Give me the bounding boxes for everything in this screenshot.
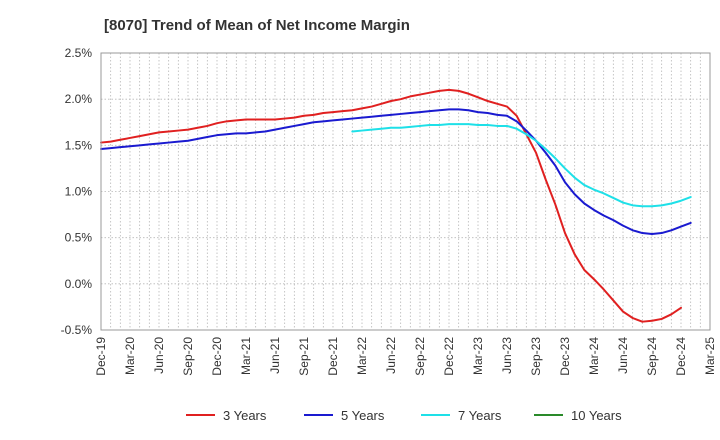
x-tick-label: Dec-22 bbox=[442, 337, 456, 376]
legend-item-10-years: 10 Years bbox=[534, 408, 622, 423]
y-axis-ticks: 2.5% 2.0% 1.5% 1.0% 0.5% 0.0% -0.5% bbox=[61, 46, 93, 337]
x-tick-label: Jun-24 bbox=[616, 337, 630, 374]
legend-label: 10 Years bbox=[571, 408, 622, 423]
series-line-3-years bbox=[100, 88, 682, 323]
y-tick-label: -0.5% bbox=[61, 323, 93, 337]
x-tick-label: Jun-20 bbox=[152, 337, 166, 374]
y-tick-label: 1.5% bbox=[65, 138, 93, 152]
x-tick-label: Dec-24 bbox=[674, 337, 688, 376]
x-tick-label: Sep-22 bbox=[413, 337, 427, 376]
x-axis-ticks: Dec-19 Mar-20 Jun-20 Sep-20 Dec-20 Mar-21 Jun-… bbox=[94, 337, 717, 376]
legend: 3 Years 5 Years 7 Years 10 Years bbox=[186, 408, 622, 423]
series-line-5-years bbox=[100, 108, 692, 235]
y-tick-label: 2.0% bbox=[65, 92, 93, 106]
legend-item-7-years: 7 Years bbox=[421, 408, 502, 423]
x-tick-label: Sep-20 bbox=[181, 337, 195, 376]
series-line-7-years bbox=[351, 123, 692, 208]
legend-label: 7 Years bbox=[458, 408, 502, 423]
legend-item-5-years: 5 Years bbox=[304, 408, 385, 423]
y-tick-label: 1.0% bbox=[65, 185, 93, 199]
y-tick-label: 2.5% bbox=[65, 46, 93, 60]
series-lines bbox=[100, 88, 692, 323]
x-tick-label: Dec-23 bbox=[558, 337, 572, 376]
grid bbox=[101, 52, 710, 331]
x-tick-label: Mar-21 bbox=[239, 337, 253, 375]
x-tick-label: Jun-23 bbox=[500, 337, 514, 374]
y-tick-label: 0.5% bbox=[65, 231, 93, 245]
x-tick-label: Mar-20 bbox=[123, 337, 137, 375]
x-tick-label: Mar-24 bbox=[587, 337, 601, 375]
x-tick-label: Sep-24 bbox=[645, 337, 659, 376]
y-tick-label: 0.0% bbox=[65, 277, 93, 291]
x-tick-label: Mar-23 bbox=[471, 337, 485, 375]
x-tick-label: Sep-21 bbox=[297, 337, 311, 376]
x-tick-label: Dec-21 bbox=[326, 337, 340, 376]
legend-item-3-years: 3 Years bbox=[186, 408, 267, 423]
x-tick-label: Jun-22 bbox=[384, 337, 398, 374]
x-tick-label: Dec-19 bbox=[94, 337, 108, 376]
x-tick-label: Jun-21 bbox=[268, 337, 282, 374]
x-tick-label: Dec-20 bbox=[210, 337, 224, 376]
x-tick-label: Sep-23 bbox=[529, 337, 543, 376]
x-tick-label: Mar-25 bbox=[703, 337, 717, 375]
x-tick-label: Mar-22 bbox=[355, 337, 369, 375]
chart-title: [8070] Trend of Mean of Net Income Margi… bbox=[104, 17, 410, 34]
legend-label: 5 Years bbox=[341, 408, 385, 423]
legend-label: 3 Years bbox=[223, 408, 267, 423]
plot-frame bbox=[100, 52, 711, 331]
